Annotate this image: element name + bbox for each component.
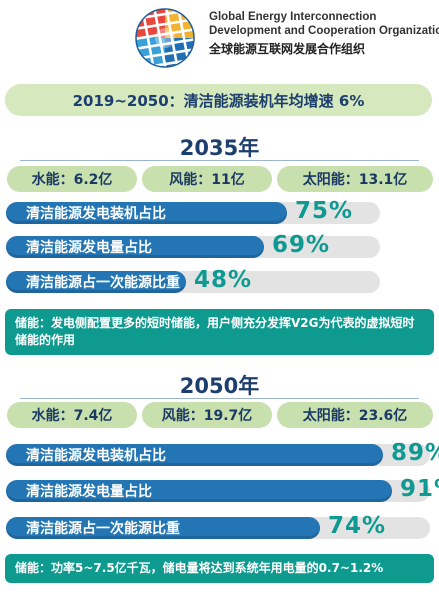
energy-pill-solar: 太阳能：13.1亿	[277, 166, 433, 192]
energy-pill-wind: 风能：11亿	[142, 166, 272, 192]
progress-fill: 清洁能源发电量占比	[6, 236, 264, 258]
progress-value: 48%	[194, 267, 253, 293]
energy-capacity-row-2050: 水能：7.4亿 风能：19.7亿 太阳能：23.6亿	[7, 402, 433, 428]
divider	[20, 160, 419, 161]
progress-fill: 清洁能源发电量占比	[6, 480, 392, 502]
progress-bar-row: 清洁能源发电量占比 91%	[6, 476, 439, 502]
progress-label: 清洁能源占一次能源比重	[26, 275, 180, 291]
progress-fill: 清洁能源占一次能源比重	[6, 271, 186, 293]
progress-bar-row: 清洁能源占一次能源比重 74%	[6, 513, 436, 539]
energy-pill-solar: 太阳能：23.6亿	[277, 402, 433, 428]
energy-pill-wind: 风能：19.7亿	[142, 402, 272, 428]
progress-value: 69%	[272, 232, 331, 258]
energy-capacity-row-2035: 水能：6.2亿 风能：11亿 太阳能：13.1亿	[7, 166, 433, 192]
progress-value: 74%	[328, 513, 387, 539]
divider	[20, 398, 419, 399]
year-title-2035: 2035年	[179, 136, 260, 160]
globe-logo-icon	[135, 8, 195, 68]
org-name-en-line2: Development and Cooperation Organization	[209, 24, 439, 37]
growth-banner-text: 2019~2050：清洁能源装机年均增速 6%	[72, 91, 365, 110]
progress-value: 91%	[400, 476, 439, 502]
progress-label: 清洁能源发电量占比	[26, 240, 152, 256]
progress-label: 清洁能源占一次能源比重	[26, 521, 180, 537]
storage-note-2035: 储能：发电侧配置更多的短时储能，用户侧充分发挥V2G为代表的虚拟短时储能的作用	[5, 309, 434, 355]
org-name-cn: 全球能源互联网发展合作组织	[209, 42, 366, 56]
energy-pill-hydro: 水能：6.2亿	[7, 166, 137, 192]
progress-label: 清洁能源发电量占比	[26, 484, 152, 500]
energy-pill-hydro: 水能：7.4亿	[7, 402, 137, 428]
org-name-en: Global Energy Interconnection Developmen…	[209, 11, 439, 38]
progress-fill: 清洁能源占一次能源比重	[6, 517, 320, 539]
progress-bar-row: 清洁能源发电装机占比 89%	[6, 440, 439, 466]
year-title-2050: 2050年	[179, 374, 260, 398]
progress-value: 75%	[295, 198, 354, 224]
progress-label: 清洁能源发电装机占比	[26, 448, 166, 464]
progress-value: 89%	[391, 440, 439, 466]
progress-bar-row: 清洁能源发电量占比 69%	[6, 232, 436, 258]
progress-bar-row: 清洁能源占一次能源比重 48%	[6, 267, 436, 293]
progress-fill: 清洁能源发电装机占比	[6, 444, 383, 466]
storage-note-2050: 储能：功率5~7.5亿千瓦，储电量将达到系统年用电量的0.7~1.2%	[5, 554, 434, 583]
progress-fill: 清洁能源发电装机占比	[6, 202, 287, 224]
growth-banner: 2019~2050：清洁能源装机年均增速 6%	[5, 84, 432, 116]
progress-bar-row: 清洁能源发电装机占比 75%	[6, 198, 436, 224]
header: Global Energy Interconnection Developmen…	[0, 0, 439, 78]
progress-label: 清洁能源发电装机占比	[26, 206, 166, 222]
org-name-en-line1: Global Energy Interconnection	[209, 11, 377, 23]
